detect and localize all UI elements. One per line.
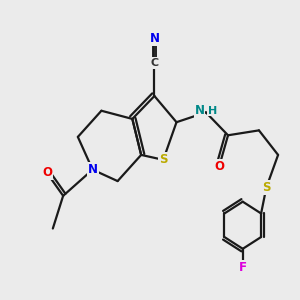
Text: N: N bbox=[194, 104, 205, 117]
Text: H: H bbox=[208, 106, 217, 116]
Text: N: N bbox=[88, 163, 98, 176]
Text: S: S bbox=[159, 153, 167, 166]
Text: S: S bbox=[262, 181, 271, 194]
Text: O: O bbox=[42, 167, 52, 179]
Text: F: F bbox=[239, 261, 247, 274]
Text: C: C bbox=[151, 58, 159, 68]
Text: O: O bbox=[214, 160, 224, 173]
Text: N: N bbox=[149, 32, 159, 45]
